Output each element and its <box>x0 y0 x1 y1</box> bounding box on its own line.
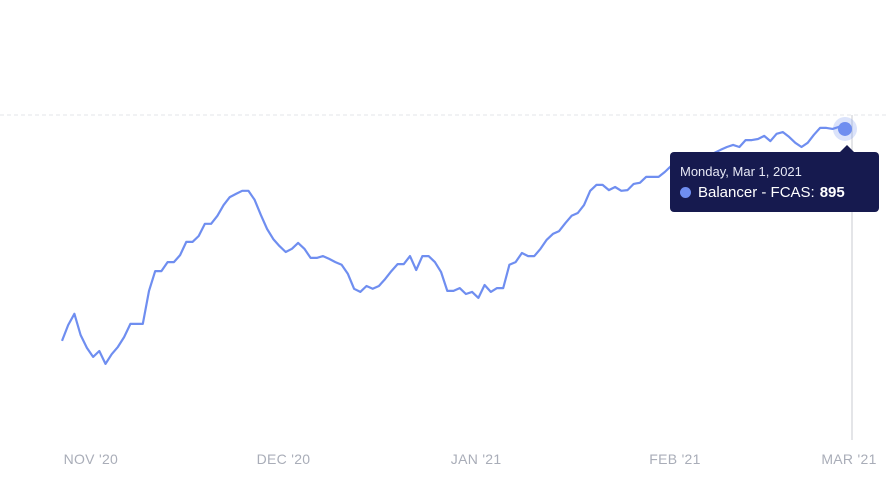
tooltip-label: Balancer - FCAS: <box>698 184 815 201</box>
x-tick-label: MAR '21 <box>821 451 876 467</box>
tooltip-row: Balancer - FCAS: 895 <box>680 184 869 201</box>
x-tick-label: JAN '21 <box>451 451 502 467</box>
x-tick-label: NOV '20 <box>64 451 119 467</box>
tooltip-value: 895 <box>819 184 845 201</box>
tooltip-title: Monday, Mar 1, 2021 <box>680 164 802 179</box>
tooltip: Monday, Mar 1, 2021 Balancer - FCAS: 895 <box>670 145 879 212</box>
highlight-point <box>838 121 852 136</box>
x-tick-label: DEC '20 <box>257 451 311 467</box>
x-tick-label: FEB '21 <box>649 451 700 467</box>
tooltip-dot <box>680 187 691 198</box>
